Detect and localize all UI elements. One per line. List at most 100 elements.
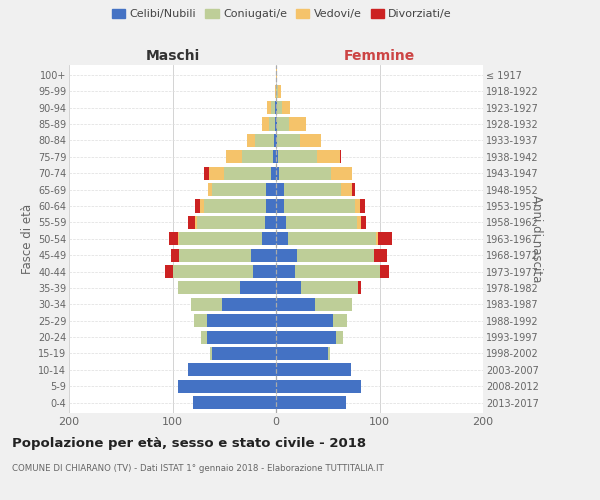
- Bar: [358, 282, 361, 294]
- Bar: [341, 183, 352, 196]
- Bar: [222, 298, 276, 311]
- Bar: [284, 200, 355, 212]
- Bar: [203, 200, 266, 212]
- Bar: [277, 134, 300, 147]
- Bar: [247, 134, 256, 147]
- Bar: [274, 134, 276, 147]
- Bar: [276, 298, 316, 311]
- Bar: [266, 183, 276, 196]
- Bar: [276, 101, 277, 114]
- Bar: [286, 216, 357, 229]
- Bar: [266, 101, 271, 114]
- Bar: [276, 150, 278, 164]
- Bar: [316, 298, 352, 311]
- Bar: [191, 298, 222, 311]
- Bar: [178, 380, 276, 393]
- Bar: [262, 118, 269, 130]
- Bar: [289, 232, 376, 245]
- Bar: [209, 166, 224, 179]
- Bar: [276, 200, 284, 212]
- Bar: [276, 248, 296, 262]
- Bar: [173, 265, 253, 278]
- Bar: [276, 330, 336, 344]
- Bar: [317, 150, 340, 164]
- Bar: [178, 232, 179, 245]
- Bar: [200, 200, 203, 212]
- Bar: [275, 118, 276, 130]
- Bar: [210, 347, 212, 360]
- Text: Femmine: Femmine: [344, 48, 415, 62]
- Bar: [276, 282, 301, 294]
- Bar: [276, 134, 277, 147]
- Bar: [276, 216, 286, 229]
- Bar: [357, 216, 361, 229]
- Bar: [275, 84, 276, 98]
- Bar: [296, 248, 374, 262]
- Bar: [276, 166, 279, 179]
- Bar: [276, 314, 333, 328]
- Bar: [355, 200, 360, 212]
- Bar: [379, 232, 392, 245]
- Bar: [242, 150, 273, 164]
- Bar: [276, 364, 350, 376]
- Bar: [276, 84, 278, 98]
- Bar: [336, 330, 343, 344]
- Bar: [172, 248, 179, 262]
- Bar: [262, 232, 276, 245]
- Bar: [276, 232, 289, 245]
- Bar: [277, 118, 289, 130]
- Bar: [374, 248, 387, 262]
- Bar: [240, 282, 276, 294]
- Bar: [300, 134, 320, 147]
- Bar: [271, 101, 275, 114]
- Bar: [278, 150, 317, 164]
- Bar: [360, 200, 365, 212]
- Bar: [331, 166, 352, 179]
- Bar: [203, 166, 209, 179]
- Bar: [188, 364, 276, 376]
- Bar: [224, 166, 271, 179]
- Bar: [380, 265, 389, 278]
- Bar: [253, 265, 276, 278]
- Bar: [178, 282, 240, 294]
- Bar: [340, 150, 341, 164]
- Bar: [361, 216, 366, 229]
- Bar: [301, 282, 358, 294]
- Bar: [276, 183, 284, 196]
- Text: Maschi: Maschi: [145, 48, 200, 62]
- Bar: [165, 265, 173, 278]
- Bar: [212, 347, 276, 360]
- Legend: Celibi/Nubili, Coniugati/e, Vedovi/e, Divorziati/e: Celibi/Nubili, Coniugati/e, Vedovi/e, Di…: [107, 4, 457, 24]
- Bar: [188, 216, 195, 229]
- Bar: [179, 248, 251, 262]
- Bar: [212, 183, 266, 196]
- Bar: [226, 150, 242, 164]
- Bar: [193, 396, 276, 409]
- Text: Popolazione per età, sesso e stato civile - 2018: Popolazione per età, sesso e stato civil…: [12, 438, 366, 450]
- Y-axis label: Fasce di età: Fasce di età: [20, 204, 34, 274]
- Bar: [295, 265, 380, 278]
- Bar: [195, 200, 200, 212]
- Bar: [169, 232, 178, 245]
- Bar: [271, 166, 276, 179]
- Bar: [265, 216, 276, 229]
- Bar: [328, 347, 330, 360]
- Bar: [276, 396, 346, 409]
- Bar: [333, 314, 347, 328]
- Bar: [197, 216, 265, 229]
- Bar: [266, 200, 276, 212]
- Bar: [195, 216, 197, 229]
- Bar: [276, 347, 328, 360]
- Bar: [206, 314, 276, 328]
- Bar: [276, 265, 295, 278]
- Bar: [284, 183, 341, 196]
- Bar: [179, 232, 262, 245]
- Bar: [277, 101, 282, 114]
- Bar: [276, 380, 361, 393]
- Bar: [278, 84, 281, 98]
- Text: COMUNE DI CHIARANO (TV) - Dati ISTAT 1° gennaio 2018 - Elaborazione TUTTITALIA.I: COMUNE DI CHIARANO (TV) - Dati ISTAT 1° …: [12, 464, 384, 473]
- Bar: [289, 118, 306, 130]
- Bar: [206, 330, 276, 344]
- Bar: [352, 183, 355, 196]
- Bar: [202, 330, 206, 344]
